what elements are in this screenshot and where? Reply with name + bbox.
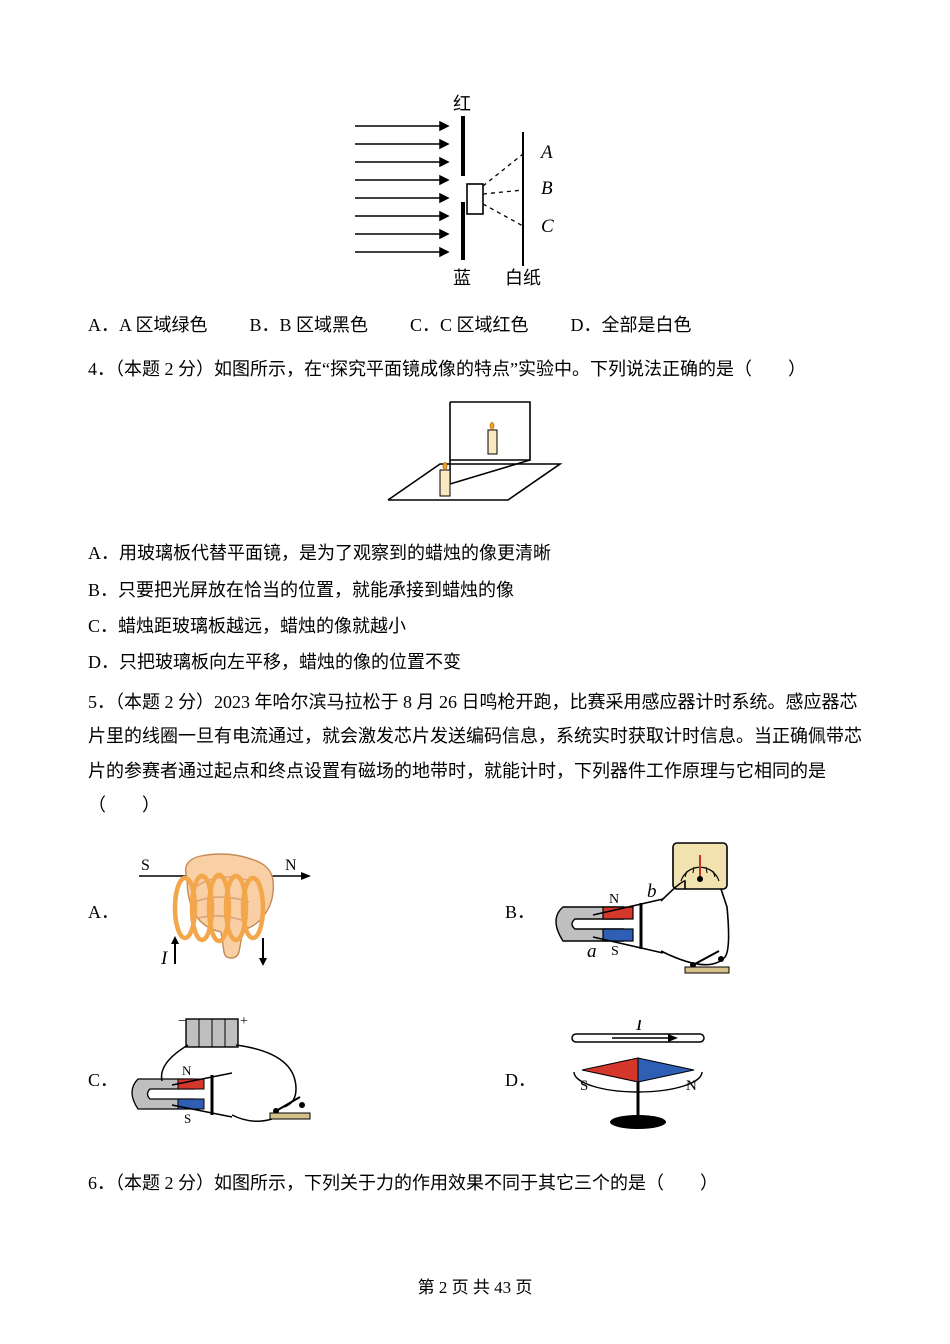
q3-opt-C: C．C 区域红色 bbox=[410, 308, 529, 342]
svg-text:+: + bbox=[240, 1015, 248, 1029]
q5-stem: 5．（本题 2 分）2023 年哈尔滨马拉松于 8 月 26 日鸣枪开跑，比赛采… bbox=[88, 685, 862, 822]
label-C: C bbox=[541, 216, 554, 237]
q4-opt-D: D．只把玻璃板向左平移，蜡烛的像的位置不变 bbox=[88, 645, 862, 679]
svg-text:I: I bbox=[160, 948, 169, 969]
label-red: 红 bbox=[453, 94, 471, 114]
q3-opt-A: A．A 区域绿色 bbox=[88, 308, 208, 342]
q5-options-grid: A． S N I bbox=[88, 832, 862, 1150]
q5-opt-D-figure: I S N bbox=[544, 1020, 734, 1140]
q4-opt-B: B．只要把光屏放在恰当的位置，就能承接到蜡烛的像 bbox=[88, 573, 862, 607]
page-footer: 第 2 页 共 43 页 bbox=[88, 1272, 862, 1304]
q4-figure-wrap bbox=[88, 392, 862, 522]
q4-opt-A: A．用玻璃板代替平面镜，是为了观察到的蜡烛的像更清晰 bbox=[88, 536, 862, 570]
q5-opt-B-label: B． bbox=[505, 895, 535, 929]
q5-opt-B-cell: B． N S a b bbox=[505, 832, 862, 992]
q3-options: A．A 区域绿色 B．B 区域黑色 C．C 区域红色 D．全部是白色 bbox=[88, 308, 862, 342]
q5-opt-B-figure: N S a b bbox=[543, 837, 753, 987]
q5-opt-D-cell: D． I S N bbox=[505, 1010, 862, 1150]
svg-text:N: N bbox=[285, 857, 297, 874]
q4-candle-figure bbox=[380, 392, 570, 522]
q3-opt-B: B．B 区域黑色 bbox=[250, 308, 369, 342]
label-paper: 白纸 bbox=[505, 268, 541, 288]
svg-text:S: S bbox=[184, 1111, 191, 1126]
svg-text:S: S bbox=[141, 857, 150, 874]
q3-prism-figure: 红 A B C 蓝 白纸 bbox=[345, 94, 605, 294]
label-blue: 蓝 bbox=[453, 268, 471, 288]
q5-opt-A-figure: S N I bbox=[127, 842, 317, 982]
svg-text:S: S bbox=[580, 1078, 588, 1094]
q5-opt-C-figure: − + N S bbox=[126, 1015, 336, 1145]
svg-text:N: N bbox=[609, 892, 619, 907]
label-B: B bbox=[541, 178, 553, 199]
q3-opt-D: D．全部是白色 bbox=[571, 308, 692, 342]
svg-text:−: − bbox=[178, 1015, 186, 1029]
svg-text:S: S bbox=[611, 944, 619, 959]
q3-figure-wrap: 红 A B C 蓝 白纸 bbox=[88, 94, 862, 294]
q5-opt-A-label: A． bbox=[88, 895, 119, 929]
label-A: A bbox=[539, 142, 553, 163]
q4-stem: 4．（本题 2 分）如图所示，在“探究平面镜成像的特点”实验中。下列说法正确的是… bbox=[88, 352, 862, 386]
q5-opt-C-label: C． bbox=[88, 1063, 118, 1097]
q5-opt-C-cell: C． − + N S bbox=[88, 1010, 445, 1150]
q5-opt-A-cell: A． S N I bbox=[88, 832, 445, 992]
q4-opt-C: C．蜡烛距玻璃板越远，蜡烛的像就越小 bbox=[88, 609, 862, 643]
q6-stem: 6．（本题 2 分）如图所示，下列关于力的作用效果不同于其它三个的是（ ） bbox=[88, 1166, 862, 1200]
svg-text:b: b bbox=[647, 881, 657, 902]
svg-text:I: I bbox=[635, 1020, 644, 1035]
svg-text:N: N bbox=[182, 1063, 192, 1078]
q5-opt-D-label: D． bbox=[505, 1063, 536, 1097]
svg-text:a: a bbox=[587, 941, 597, 962]
